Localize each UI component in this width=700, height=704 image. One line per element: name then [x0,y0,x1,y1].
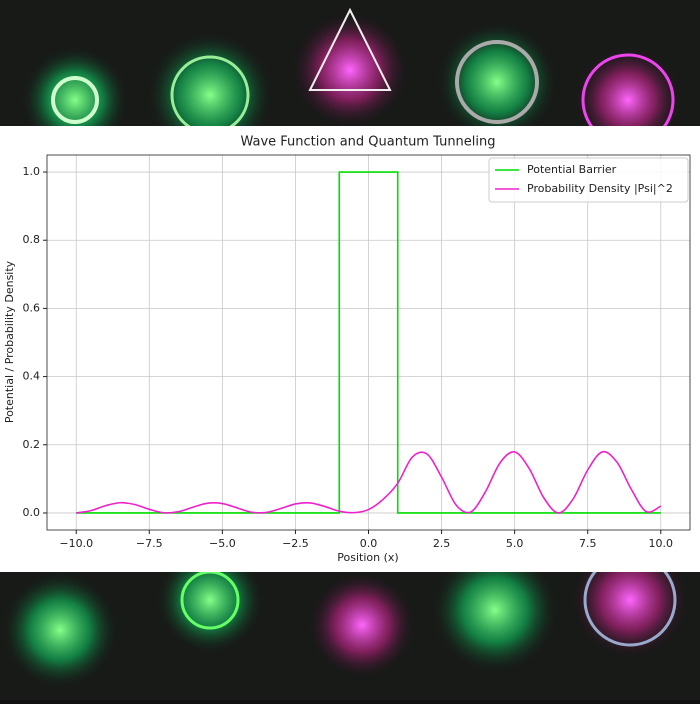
legend: Potential Barrier Probability Density |Ps… [488,157,689,203]
data-line [76,450,662,514]
x-tick-label: −2.5 [282,537,309,550]
x-tick-label: 7.5 [579,537,597,550]
y-tick-label: 0.4 [23,370,41,383]
y-tick-label: 0.6 [23,301,41,314]
x-tick-label: −5.0 [209,537,236,550]
chart-title: Wave Function and Quantum Tunneling [240,135,495,150]
legend-label: Potential Barrier [527,163,617,176]
x-tick-label: −7.5 [136,537,163,550]
x-tick-label: 0.0 [360,537,378,550]
x-tick-label: −10.0 [59,537,93,550]
legend-box [488,157,689,203]
y-axis-label: Potential / Probability Density [3,260,16,423]
y-tick-label: 0.0 [23,506,41,519]
data-line [76,171,661,514]
x-axis-label: Position (x) [337,551,398,564]
x-tick-label: 2.5 [433,537,451,550]
y-tick-label: 1.0 [23,165,41,178]
y-tick-label: 0.2 [23,438,41,451]
x-tick-label: 10.0 [649,537,674,550]
x-tick-label: 5.0 [506,537,524,550]
plot-frame [46,154,691,531]
legend-label: Probability Density |Psi|^2 [527,182,673,195]
y-tick-label: 0.8 [23,233,41,246]
